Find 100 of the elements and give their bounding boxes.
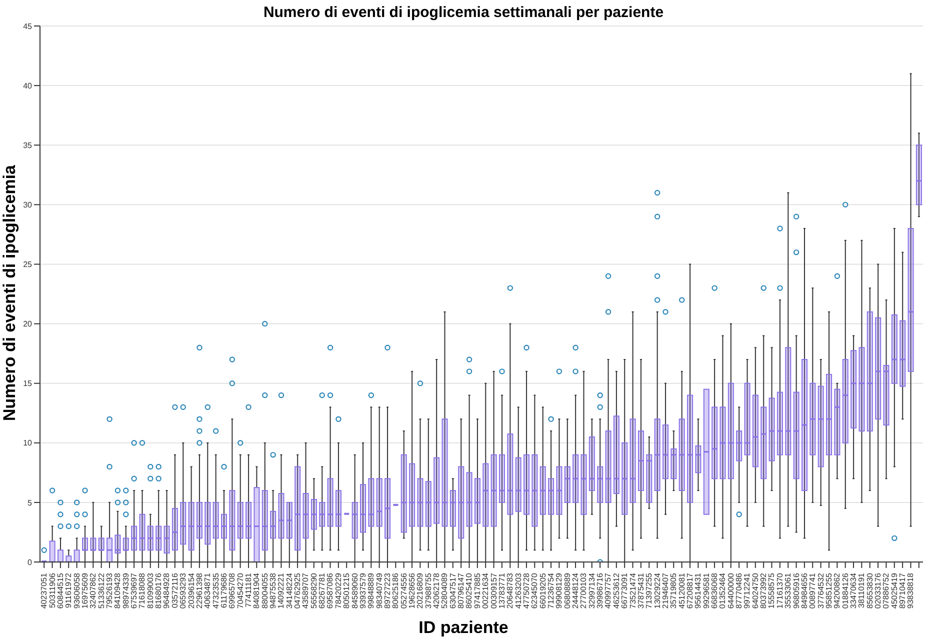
x-tick-label: 00309157 — [489, 572, 498, 609]
x-tick-label: 43589707 — [301, 572, 310, 609]
x-tick-label: 99908129 — [554, 572, 564, 609]
x-tick-label: 05274556 — [399, 572, 408, 609]
x-tick-label: 20216809 — [416, 572, 425, 609]
x-tick-label: 79526193 — [104, 572, 114, 609]
x-tick-label: 73521474 — [628, 572, 638, 609]
x-tick-label: 40997757 — [604, 572, 613, 609]
x-tick-label: 80501215 — [342, 572, 352, 609]
x-tick-label: 37875431 — [636, 572, 646, 609]
x-tick-label: 00897741 — [808, 572, 818, 609]
x-tick-label: 93606058 — [72, 572, 82, 609]
x-tick-label: 99848889 — [366, 572, 376, 609]
x-tick-label: 56568290 — [309, 572, 318, 609]
x-tick-label: 16975609 — [80, 572, 90, 609]
x-tick-label: 81099003 — [146, 572, 155, 609]
x-tick-label: 60844515 — [56, 572, 65, 609]
x-tick-label: 80796147 — [456, 572, 466, 609]
x-tick-label: 21946407 — [660, 572, 670, 609]
y-tick-label: 0 — [28, 558, 33, 567]
x-tick-label: 38110191 — [857, 572, 866, 608]
x-tick-label: 61179686 — [219, 572, 228, 608]
x-tick-label: 78420229 — [334, 572, 343, 609]
x-tick-label: 42062178 — [432, 572, 442, 609]
x-tick-label: 13029224 — [652, 572, 662, 609]
x-tick-label: 40634871 — [203, 572, 212, 609]
x-tick-label: 37988755 — [424, 572, 433, 609]
y-tick-label: 5 — [28, 498, 33, 508]
x-tick-label: 71618088 — [138, 572, 147, 609]
x-tick-label: 91161972 — [64, 572, 74, 608]
y-axis-title: Numero di eventi di ipoglicemia — [0, 164, 20, 423]
x-tick-label: 98974339 — [121, 572, 130, 609]
x-tick-label: 02033176 — [874, 572, 883, 609]
x-tick-label: 24448124 — [571, 572, 580, 609]
x-tick-label: 07886752 — [882, 572, 891, 609]
x-axis-title: ID paziente — [418, 618, 510, 638]
x-tick-label: 06593293 — [178, 572, 188, 609]
x-tick-label: 34148224 — [284, 572, 294, 609]
x-tick-label: 69587086 — [326, 572, 335, 609]
x-tick-label: 19628656 — [408, 572, 417, 609]
x-tick-label: 71397255 — [644, 572, 654, 609]
y-tick-label: 20 — [23, 320, 33, 329]
y-tick-label: 10 — [23, 438, 33, 448]
x-tick-label: 68267781 — [318, 572, 327, 609]
x-tick-label: 99712241 — [742, 572, 752, 609]
x-tick-label: 35719805 — [669, 572, 678, 609]
x-tick-label: 01352464 — [718, 572, 728, 609]
x-tick-label: 35533061 — [784, 572, 793, 609]
x-tick-label: 84081904 — [252, 572, 262, 609]
x-tick-label: 04762925 — [293, 572, 302, 609]
x-tick-label: 52804089 — [440, 572, 450, 609]
x-tick-label: 67208817 — [685, 572, 694, 609]
x-tick-label: 70454270 — [236, 572, 245, 609]
y-tick-label: 45 — [23, 22, 33, 31]
x-tick-label: 40237051 — [40, 572, 49, 609]
x-tick-label: 01884126 — [840, 572, 850, 609]
x-tick-label: 94200862 — [832, 572, 842, 609]
x-tick-label: 45120081 — [677, 572, 686, 609]
x-tick-label: 81680176 — [154, 572, 164, 609]
x-tick-label: 84109428 — [113, 572, 122, 609]
x-tick-label: 15558575 — [767, 572, 776, 609]
x-tick-label: 96484928 — [162, 572, 172, 609]
x-tick-label: 03572116 — [170, 572, 180, 608]
x-tick-label: 00221634 — [481, 572, 490, 609]
x-tick-label: 66773091 — [620, 572, 630, 609]
x-tick-label: 84589060 — [350, 572, 360, 609]
x-tick-label: 32407862 — [88, 572, 98, 609]
x-tick-label: 47750728 — [522, 572, 531, 609]
x-tick-label: 37764532 — [816, 572, 826, 609]
x-tick-label: 22961398 — [194, 572, 204, 609]
x-tick-label: 88004055 — [260, 572, 270, 609]
x-tick-label: 80373992 — [759, 572, 768, 609]
x-tick-label: 66019205 — [538, 572, 548, 609]
x-tick-label: 32997134 — [587, 572, 596, 609]
x-tick-label: 97417885 — [472, 572, 482, 609]
x-tick-label: 95851255 — [824, 572, 834, 609]
x-tick-label: 93937579 — [358, 572, 368, 609]
x-tick-label: 98340749 — [374, 572, 384, 609]
x-tick-label: 89710417 — [898, 572, 908, 609]
x-tick-label: 27700103 — [579, 572, 588, 609]
x-tick-label: 33470634 — [849, 572, 858, 609]
x-tick-label: 39986716 — [596, 572, 605, 609]
x-tick-label: 64024750 — [750, 572, 760, 609]
x-tick-label: 63047517 — [448, 572, 458, 609]
x-tick-label: 45025419 — [890, 572, 899, 609]
x-tick-label: 96805916 — [792, 572, 801, 609]
x-tick-label: 94875538 — [268, 572, 278, 609]
x-tick-label: 20648783 — [506, 572, 515, 609]
x-tick-label: 13783771 — [497, 572, 506, 609]
x-tick-label: 87770486 — [734, 572, 744, 609]
x-tick-label: 50311906 — [48, 572, 57, 608]
y-tick-label: 40 — [23, 81, 33, 90]
x-tick-label: 14092221 — [276, 572, 286, 609]
x-tick-label: 69965708 — [228, 572, 237, 609]
x-tick-label: 86025410 — [464, 572, 474, 609]
x-tick-label: 17161370 — [775, 572, 784, 609]
x-tick-label: 46253612 — [612, 572, 621, 609]
x-tick-label: 95614431 — [694, 572, 703, 609]
x-tick-label: 84984656 — [800, 572, 809, 609]
y-tick-label: 25 — [23, 260, 33, 270]
